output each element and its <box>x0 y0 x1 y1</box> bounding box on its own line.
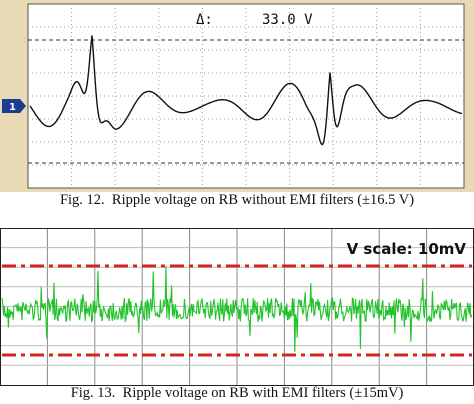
channel-number: 1 <box>9 102 16 113</box>
scale-label: V scale: 10mV <box>347 240 467 258</box>
cursor-label: Δ: <box>196 12 213 28</box>
scope-13: V scale: 10mV <box>0 228 474 386</box>
grid <box>1 229 473 385</box>
caption: Fig. 13. Ripple voltage on RB with EMI f… <box>70 385 404 401</box>
scope-12: 1 Δ: 33.0 V <box>0 0 474 192</box>
waveform <box>1 266 473 352</box>
waveform <box>29 35 463 146</box>
caption: Fig. 12. Ripple voltage on RB without EM… <box>59 192 415 208</box>
cursor-value: 33.0 V <box>262 12 313 28</box>
channel-marker <box>2 99 26 113</box>
grid <box>28 4 464 188</box>
